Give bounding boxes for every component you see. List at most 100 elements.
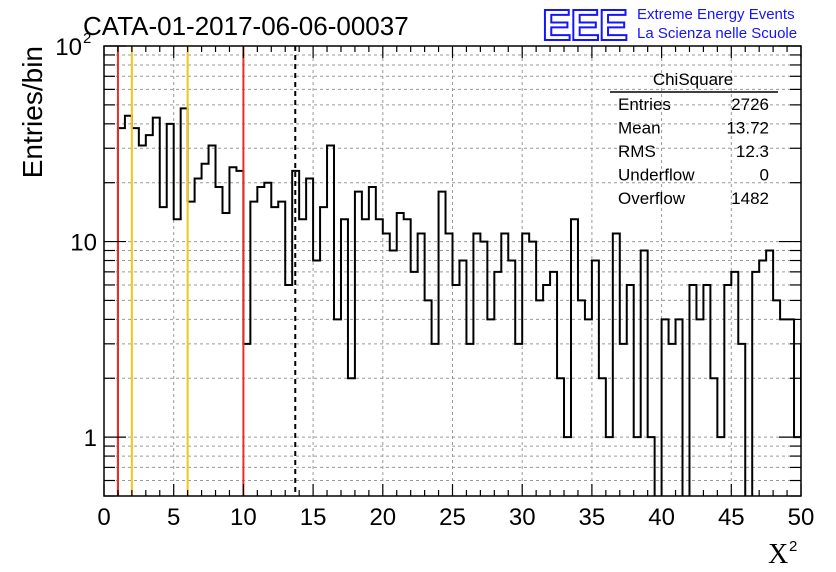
histogram-bin bbox=[620, 344, 627, 496]
x-tick-label: 35 bbox=[579, 504, 606, 531]
histogram-bin bbox=[369, 187, 376, 496]
logo-line-2: La Scienza nelle Scuole bbox=[637, 25, 797, 42]
stats-label: Entries bbox=[618, 95, 671, 114]
histogram-bin bbox=[822, 344, 829, 496]
histogram-bin bbox=[118, 128, 125, 496]
histogram-bin bbox=[787, 319, 794, 496]
x-tick-label: 15 bbox=[300, 504, 327, 531]
histogram-bin bbox=[466, 344, 473, 496]
histogram-bin bbox=[209, 145, 216, 496]
histogram-bin bbox=[439, 192, 446, 496]
histogram-bin bbox=[627, 285, 634, 496]
histogram-bin bbox=[181, 108, 188, 496]
histogram-bin bbox=[320, 207, 327, 496]
histogram-bin bbox=[801, 344, 808, 496]
x-tick-label: 5 bbox=[167, 504, 180, 531]
histogram-bin bbox=[195, 179, 202, 496]
x-tick-label: 50 bbox=[788, 504, 815, 531]
histogram-bin bbox=[250, 202, 257, 496]
histogram-bin bbox=[536, 300, 543, 496]
histogram-bin bbox=[752, 272, 759, 496]
histogram-bin bbox=[397, 213, 404, 496]
histogram-bin bbox=[578, 300, 585, 496]
histogram-bin bbox=[738, 344, 745, 496]
x-tick-label: 25 bbox=[439, 504, 466, 531]
histogram-bin bbox=[648, 437, 655, 496]
chart-title: CATA-01-2017-06-06-00037 bbox=[83, 11, 409, 41]
histogram-bin bbox=[146, 135, 153, 496]
histogram-bars bbox=[116, 107, 836, 496]
histogram-bin bbox=[229, 167, 236, 496]
histogram-bin bbox=[766, 251, 773, 496]
histogram-bin bbox=[132, 128, 139, 496]
eee-logo: EEE Extreme Energy Events La Scienza nel… bbox=[541, 0, 797, 51]
histogram-bin bbox=[696, 319, 703, 496]
histogram-bin bbox=[829, 378, 836, 496]
histogram-bin bbox=[383, 233, 390, 496]
histogram-bin bbox=[285, 285, 292, 496]
y-tick-label: 1 bbox=[84, 425, 97, 452]
histogram-bin bbox=[313, 261, 320, 496]
histogram-bin bbox=[508, 261, 515, 496]
stats-box: ChiSquare Entries 2726 Mean 13.72 RMS 12.3 Und… bbox=[610, 70, 778, 208]
histogram-bin bbox=[676, 319, 683, 496]
histogram-bin bbox=[376, 219, 383, 496]
stats-rows: Entries 2726 Mean 13.72 RMS 12.3 Underflow 0 Ove… bbox=[618, 95, 769, 208]
histogram-bin bbox=[592, 261, 599, 496]
histogram-bin bbox=[473, 233, 480, 496]
histogram-bin bbox=[480, 242, 487, 496]
reference-lines bbox=[116, 46, 297, 496]
histogram-bin bbox=[167, 124, 174, 496]
histogram-bin bbox=[773, 300, 780, 496]
histogram-bin bbox=[390, 251, 397, 496]
histogram-bin bbox=[703, 285, 710, 496]
y-tick-label-base: 10 bbox=[55, 34, 82, 61]
y-axis-label: Entries/bin bbox=[17, 46, 48, 178]
histogram-bin bbox=[306, 179, 313, 496]
stats-label: Underflow bbox=[618, 166, 695, 185]
histogram-bin bbox=[299, 219, 306, 496]
histogram-bin bbox=[662, 319, 669, 496]
histogram-bin bbox=[222, 213, 229, 496]
histogram-bin bbox=[236, 171, 243, 496]
histogram-bin bbox=[278, 202, 285, 496]
histogram-bin bbox=[411, 272, 418, 496]
histogram-bin bbox=[641, 251, 648, 496]
histogram-bin bbox=[355, 192, 362, 496]
histogram-bin bbox=[724, 285, 731, 496]
histogram-bin bbox=[216, 187, 223, 496]
histogram-bin bbox=[327, 145, 334, 496]
histogram-bin bbox=[418, 233, 425, 496]
histogram-bin bbox=[334, 319, 341, 496]
histogram-bin bbox=[404, 219, 411, 496]
histogram-bin bbox=[188, 202, 195, 496]
stats-value: 2726 bbox=[731, 95, 769, 114]
stats-title: ChiSquare bbox=[653, 70, 733, 89]
histogram-bin bbox=[606, 437, 613, 496]
histogram-bin bbox=[689, 285, 696, 496]
histogram-bin bbox=[564, 437, 571, 496]
x-tick-label: 0 bbox=[97, 504, 110, 531]
histogram-bin bbox=[425, 300, 432, 496]
histogram-bin bbox=[453, 285, 460, 496]
histogram-bin bbox=[487, 319, 494, 496]
histogram-bin bbox=[634, 437, 641, 496]
x-tick-label: 30 bbox=[509, 504, 536, 531]
histogram-bin bbox=[501, 233, 508, 496]
histogram-bin bbox=[446, 233, 453, 496]
y-tick-label-exp: 2 bbox=[83, 30, 91, 47]
histogram-bin bbox=[731, 272, 738, 496]
y-tick-label-text: 10 bbox=[70, 230, 97, 257]
x-tick-label: 20 bbox=[369, 504, 396, 531]
stats-value: 0 bbox=[760, 166, 769, 185]
histogram-bin bbox=[243, 344, 250, 496]
histogram-bin bbox=[808, 272, 815, 496]
histogram-bin bbox=[613, 233, 620, 496]
histogram-bin bbox=[264, 183, 271, 496]
y-tick-label: 10 2 bbox=[55, 30, 91, 61]
histogram-bin bbox=[202, 164, 209, 496]
histogram-bin bbox=[362, 219, 369, 496]
x-tick-label: 10 bbox=[230, 504, 257, 531]
stats-value: 13.72 bbox=[726, 119, 769, 138]
